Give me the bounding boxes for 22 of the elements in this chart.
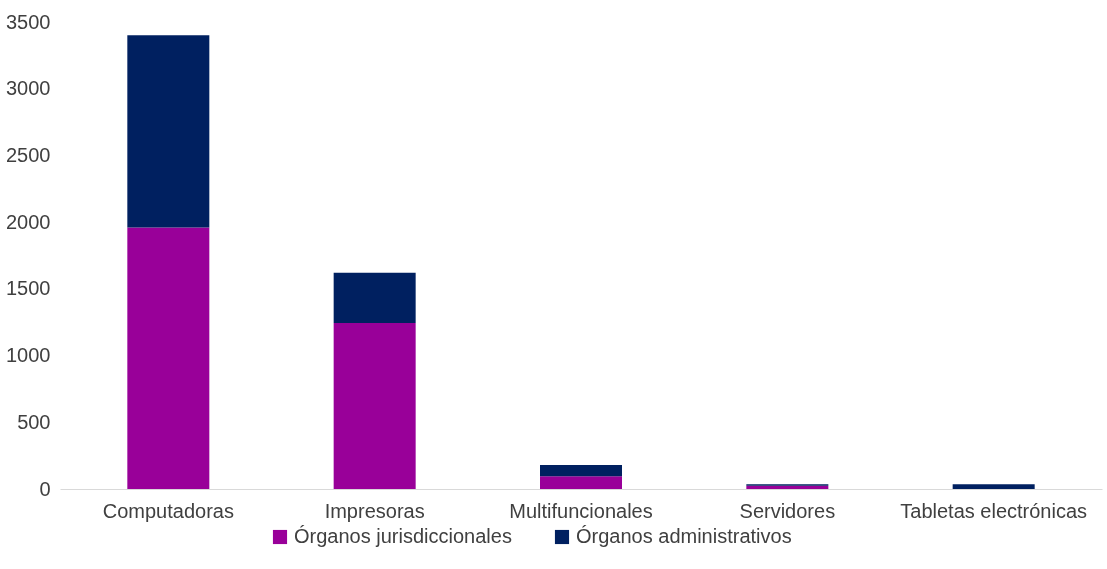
- bar: [127, 227, 210, 489]
- bar: [127, 35, 210, 228]
- x-tick-label: Multifuncionales: [509, 499, 653, 522]
- y-tick-label: 3500: [6, 10, 51, 33]
- x-tick-label: Computadoras: [102, 499, 234, 522]
- x-tick-label: Tabletas electrónicas: [900, 499, 1088, 522]
- y-tick-label: 0: [39, 477, 51, 500]
- y-tick-label: 1000: [6, 344, 51, 367]
- y-tick-label: 2500: [6, 143, 51, 166]
- y-tick-label: 500: [17, 410, 51, 433]
- bar: [333, 272, 416, 323]
- bar: [333, 322, 416, 489]
- bar: [540, 476, 622, 489]
- legend-label: Órganos jurisdiccionales: [294, 525, 512, 547]
- x-tick-label: Servidores: [739, 499, 836, 522]
- y-tick-label: 3000: [6, 77, 51, 100]
- bar: [540, 464, 622, 477]
- legend-label: Órganos administrativos: [576, 525, 792, 547]
- bar: [952, 484, 1035, 489]
- y-tick-label: 2000: [6, 210, 51, 233]
- x-tick-label: Impresoras: [324, 499, 425, 522]
- y-tick-label: 1500: [6, 277, 51, 300]
